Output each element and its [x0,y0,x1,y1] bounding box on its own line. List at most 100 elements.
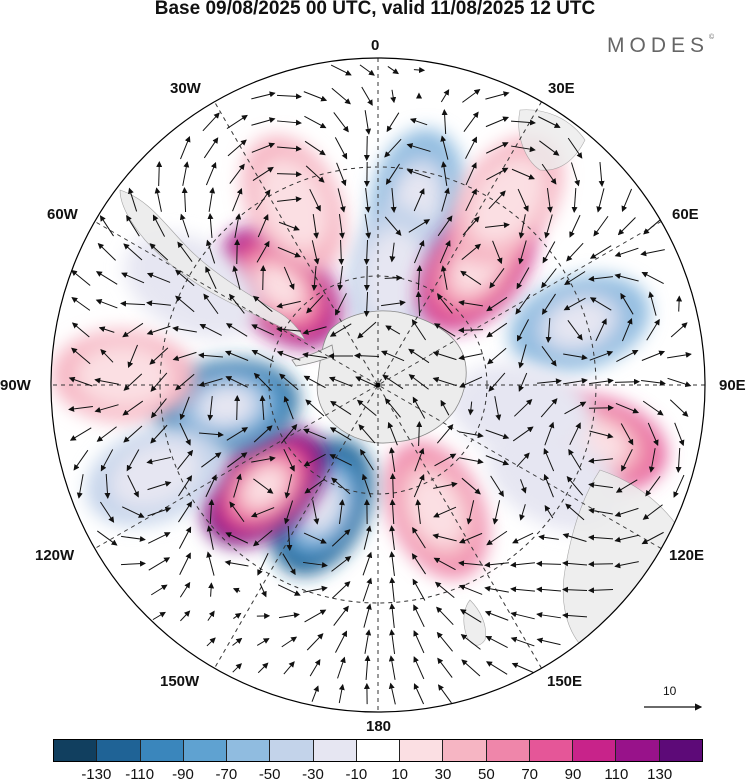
wind-vector-arrow [277,196,302,203]
wind-vector-arrow [386,112,400,133]
wind-vector-arrow [303,585,328,593]
wind-vector-arrow [364,629,372,654]
map-boundary [50,57,706,713]
wind-vector-arrow [152,214,166,237]
wind-vector-arrow [121,506,145,518]
wind-vector-arrow [596,188,605,213]
wind-vector-arrow [437,657,453,678]
wind-vector-arrow [432,351,457,361]
wind-vector-arrow [363,135,370,161]
wind-vector-arrow [73,449,89,471]
wind-vector-arrow [617,217,636,236]
colorbar-tick-label: 90 [564,766,582,783]
wind-vector-arrow [123,373,143,391]
wind-vector-arrow [207,610,215,621]
wind-vector-arrow [208,187,216,212]
wind-vector-arrow [411,553,426,575]
wind-vector-arrow [279,373,299,391]
wind-vector-arrow [673,474,685,498]
wind-vector-arrow [458,584,483,595]
wind-vector-arrow [250,507,275,518]
wind-vector-arrow [337,188,346,213]
wind-vector-arrow [331,529,351,547]
wind-vector-arrow [589,378,614,385]
colorbar-segment [97,740,141,761]
wind-vector-arrow [312,214,320,239]
wind-vector-arrow [281,636,298,648]
wind-vector-arrow [303,561,328,568]
wind-vector-arrow [614,534,639,543]
wind-vector-arrow [562,560,587,567]
wind-vector-arrow [486,296,508,312]
wind-vector-arrow [207,213,214,239]
wind-vector-arrow [516,319,529,342]
wind-vector-arrow [276,300,301,309]
wind-vector-arrow [538,116,561,128]
wind-vector-arrow [302,428,327,440]
wind-vector-arrow [546,188,553,213]
wind-vector-arrow [566,476,584,496]
wind-vector-arrow [385,325,401,335]
colorbar-tick-label: 10 [391,766,408,783]
wind-vector-arrow [408,348,430,364]
wind-vector-arrow [458,299,483,307]
wind-vector-arrow [208,582,215,597]
wind-vector-arrow [486,530,508,546]
wind-vector-arrow [256,638,270,646]
south-america [119,189,306,341]
wind-vector-arrow [97,242,116,261]
wind-vector-arrow [226,114,248,130]
wind-vector-arrow [511,662,534,673]
wind-vector-arrow [172,325,197,333]
wind-vector-arrow [180,610,191,622]
wind-vector-arrow [201,452,222,468]
wind-vector-arrow [251,91,276,100]
wind-vector-arrow [256,240,270,263]
wind-vector-arrow [253,372,272,391]
wind-vector-arrow [358,424,376,444]
wind-vector-arrow [589,297,612,311]
meridian-line [214,101,542,669]
colorbar-tick-label: 130 [647,766,673,783]
wind-vector-arrow [458,560,483,567]
wind-vector-arrow [251,455,276,463]
wind-vector-arrow [517,188,529,212]
wind-vector-arrow [252,166,274,182]
wind-vector-arrow [463,111,479,132]
anomaly-contour [109,440,202,510]
wind-vector-arrow [127,344,138,369]
wind-vector-arrow [198,352,224,359]
wind-vector-arrow [337,266,344,291]
wind-vector-arrow [175,295,195,313]
wind-vector-arrow [251,142,276,153]
wind-vector-arrow [150,424,168,444]
copyright-mark: © [709,34,715,41]
wind-vector-arrow [389,242,396,263]
wind-vector-arrow [120,560,146,567]
wind-vector-arrow [95,299,118,309]
wind-vector-arrow [389,473,396,499]
wind-vector-arrow [433,506,457,518]
wind-vector-arrow [94,377,119,385]
wind-vector-arrow [181,187,188,213]
wind-vector-arrow [331,556,352,572]
wind-vector-arrow [412,396,426,419]
lon-label-150w: 150W [160,673,200,690]
wind-vector-arrow [540,398,558,418]
wind-vector-arrow [384,397,401,418]
wind-vector-arrow [363,291,370,317]
wind-vector-arrow [334,137,348,160]
wind-vector-arrow [121,535,146,542]
wind-vector-arrow [148,557,171,571]
wind-vector-arrow [257,214,269,238]
wind-vector-arrow [336,162,347,187]
wind-vector-arrow [276,93,302,100]
colorbar-tick-label: -10 [345,766,368,783]
wind-vector-arrow [120,300,146,307]
wind-vector-arrow [510,561,535,568]
wind-vector-arrow [329,323,352,337]
meridian-line [94,221,662,549]
wind-vector-arrow [311,266,318,291]
wind-vector-arrow [357,321,377,339]
graticule [51,58,705,712]
